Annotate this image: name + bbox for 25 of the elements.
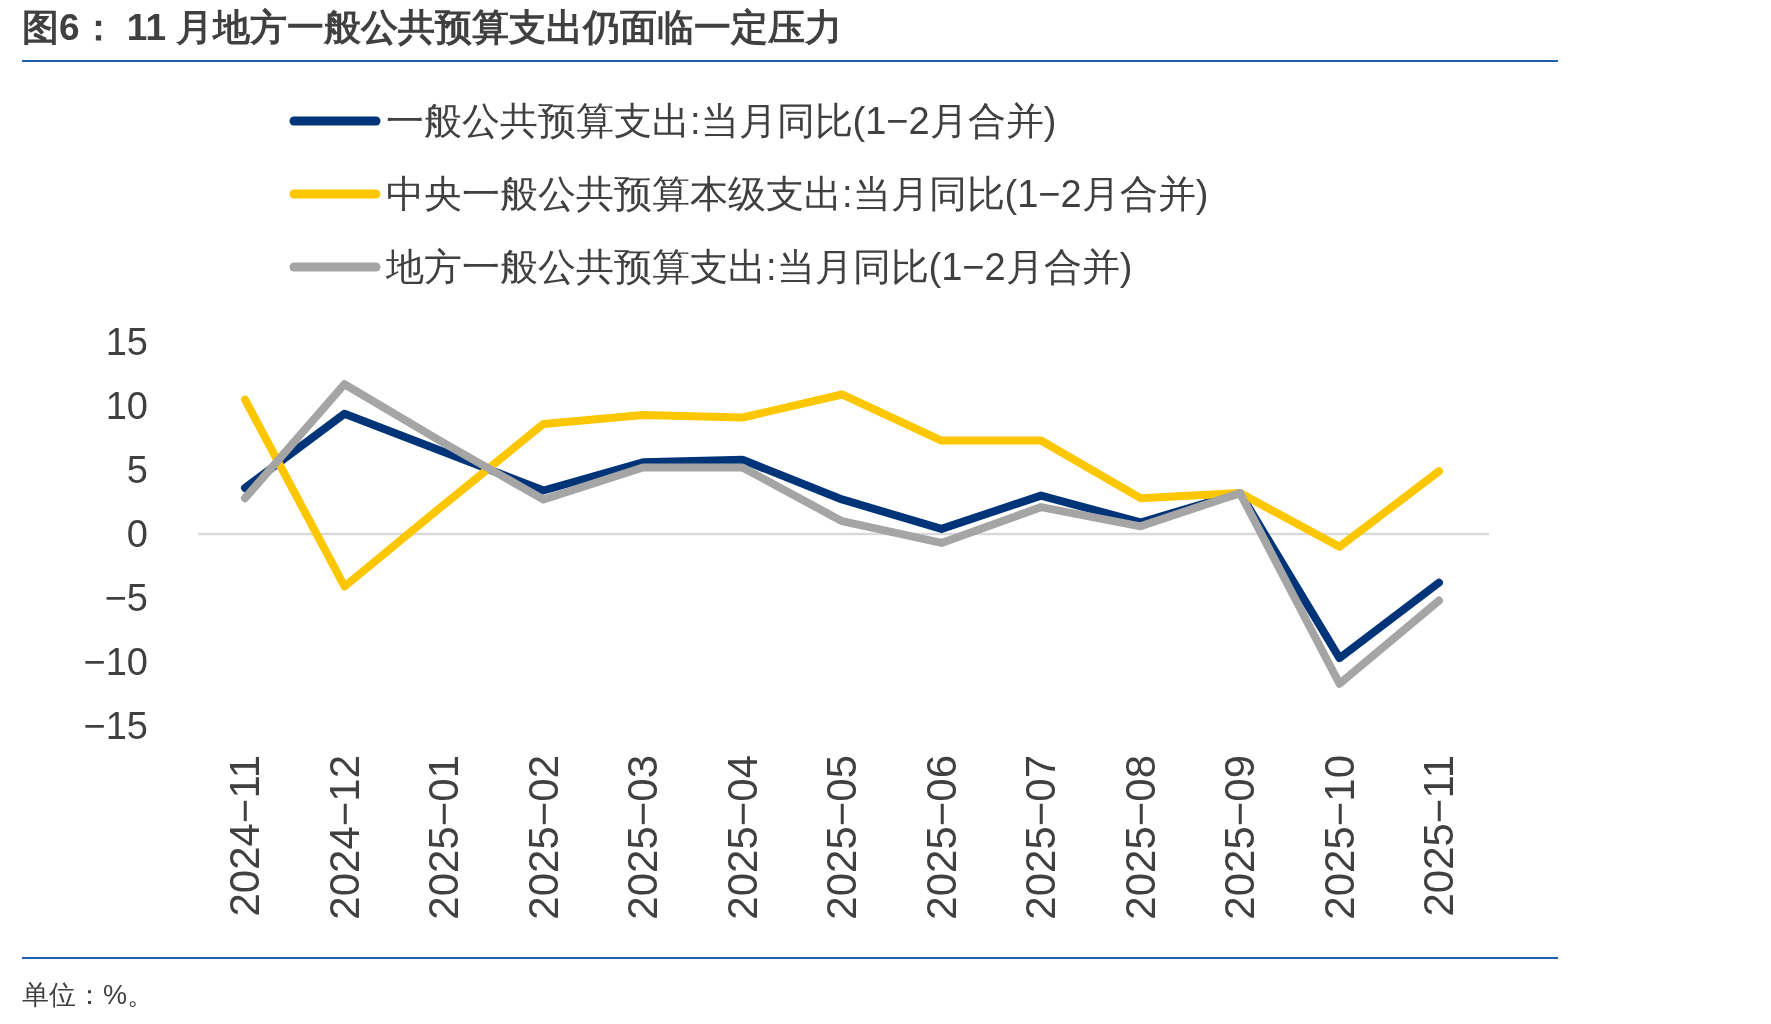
x-tick-label: 2024−12 bbox=[320, 755, 368, 920]
x-tick-label: 2025−04 bbox=[718, 755, 766, 920]
legend-label: 地方一般公共预算支出:当月同比(1−2月合并) bbox=[385, 246, 1133, 288]
chart-title: 图6： 11 月地方一般公共预算支出仍面临一定压力 bbox=[22, 7, 843, 48]
x-tick-label: 2025−07 bbox=[1017, 755, 1064, 920]
y-tick-label: 15 bbox=[105, 321, 148, 363]
y-tick-label: −15 bbox=[83, 705, 148, 747]
x-tick-label: 2025−08 bbox=[1116, 755, 1164, 920]
text: 单位：%。 bbox=[22, 980, 155, 1010]
y-tick-label: 0 bbox=[126, 513, 148, 555]
x-tick-label: 2025−10 bbox=[1315, 755, 1363, 920]
x-tick-label: 2025−01 bbox=[420, 755, 467, 920]
y-tick-label: −10 bbox=[83, 641, 148, 683]
x-tick-label: 2025−09 bbox=[1216, 755, 1263, 920]
y-tick-label: 5 bbox=[126, 449, 148, 491]
x-tick-label: 2025−06 bbox=[917, 755, 965, 920]
y-tick-label: −5 bbox=[104, 577, 148, 619]
x-tick-label: 2025−02 bbox=[519, 755, 567, 920]
x-tick-label: 2025−11 bbox=[1415, 755, 1462, 917]
y-tick-label: 10 bbox=[105, 385, 148, 427]
x-tick-label: 2025−05 bbox=[818, 755, 865, 920]
legend-label: 中央一般公共预算本级支出:当月同比(1−2月合并) bbox=[386, 173, 1209, 215]
legend-label: 一般公共预算支出:当月同比(1−2月合并) bbox=[386, 100, 1057, 142]
x-tick-label: 2025−03 bbox=[619, 755, 666, 920]
x-tick-label: 2024−11 bbox=[221, 755, 268, 917]
